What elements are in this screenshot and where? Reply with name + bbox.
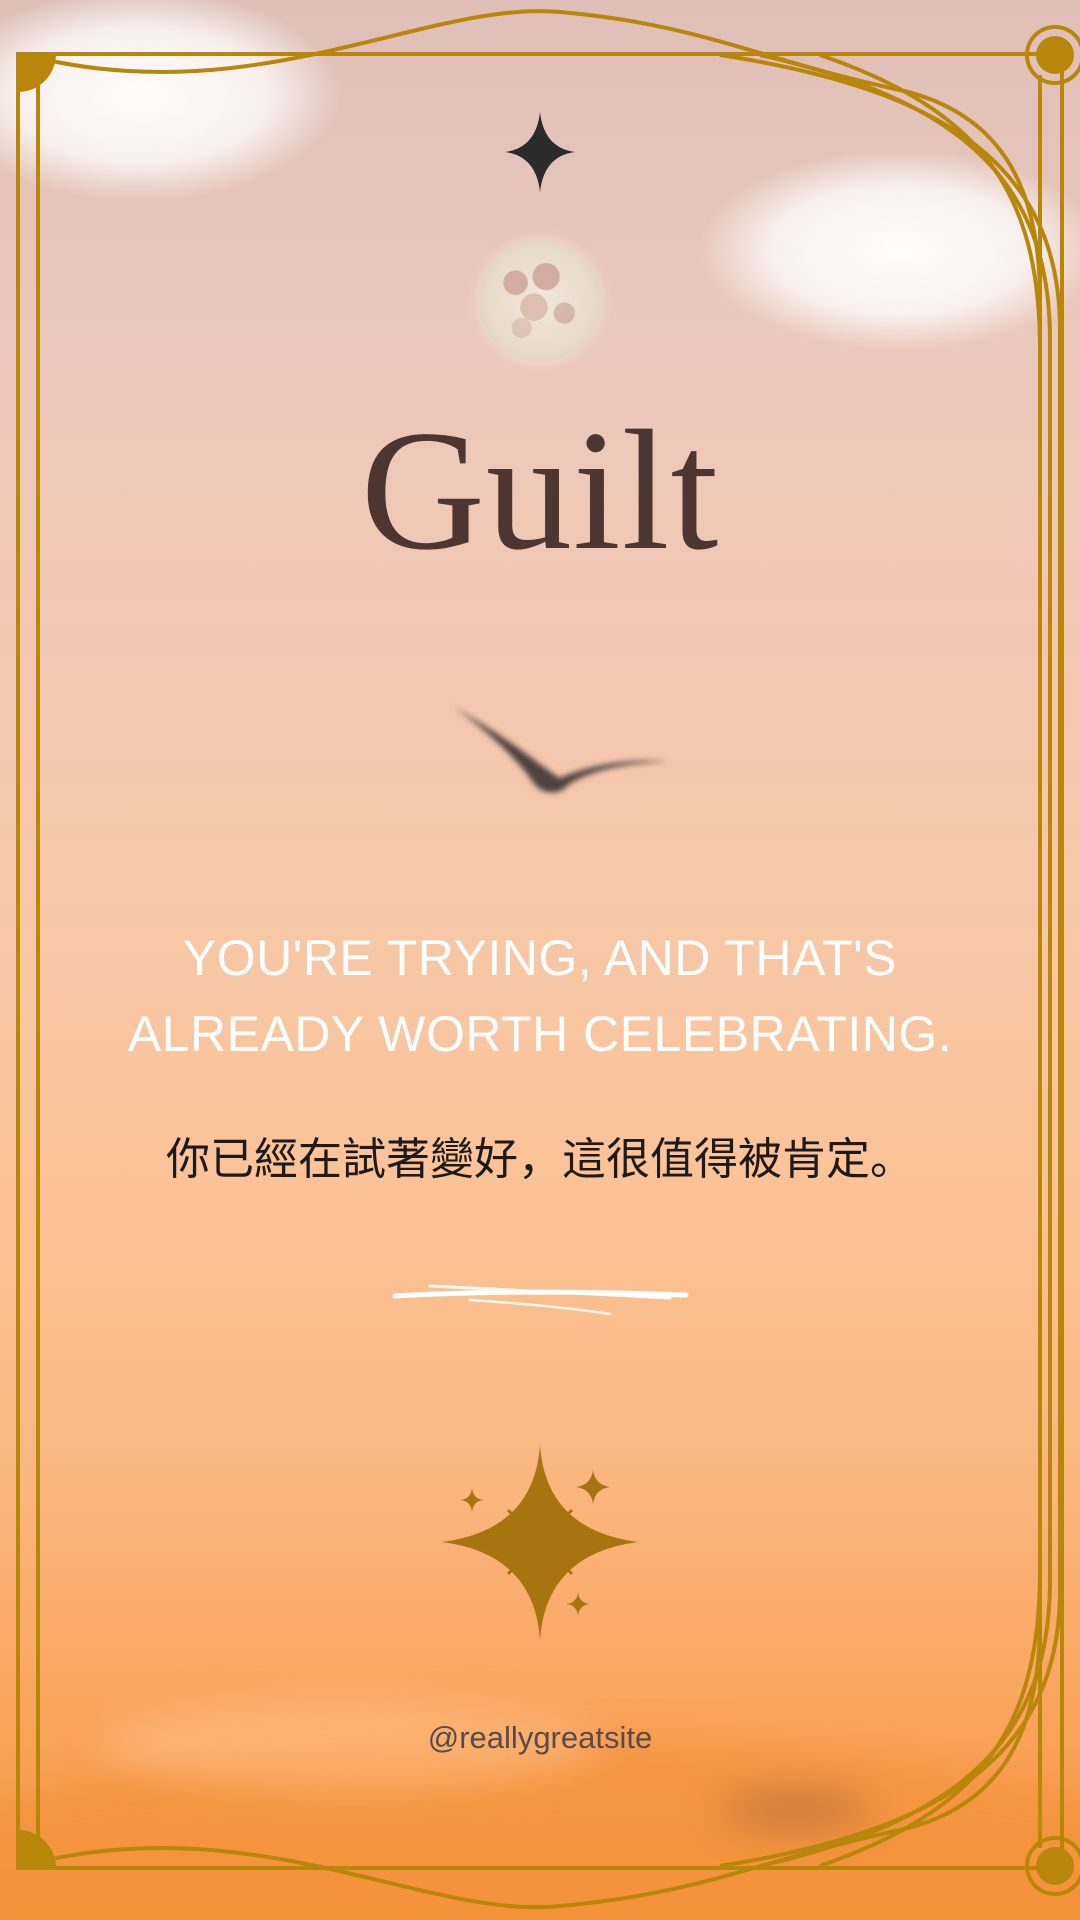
quote-line-2: ALREADY WORTH CELEBRATING.	[127, 1006, 953, 1062]
frame-corner-dot-bottom-right	[1036, 1847, 1074, 1885]
chinese-translation: 你已經在試著變好，這很值得被肯定。	[166, 1134, 914, 1185]
frame-arc-2	[759, 53, 1052, 1868]
haze-dark-cloud	[720, 1790, 870, 1830]
frame-corner-dot-top-right	[1036, 36, 1074, 74]
quote-line-1: YOU'RE TRYING, AND THAT'S	[182, 930, 898, 986]
frame-top-wave	[37, 9, 1042, 301]
frame-corner-ring-top	[1025, 25, 1080, 85]
cloud-top-left	[0, 0, 340, 200]
frame-corner-quarter-bottom-left	[18, 1830, 56, 1868]
website-handle: @reallygreatsite	[427, 1720, 653, 1755]
page-title: Guilt	[360, 396, 720, 586]
frame-corner-ring-bottom	[1025, 1836, 1080, 1896]
haze-bottom-light	[100, 1700, 600, 1790]
frame-corner-quarter-top-left	[18, 54, 56, 92]
full-moon-image	[479, 240, 601, 362]
quote-text: YOU'RE TRYING, AND THAT'S ALREADY WORTH …	[90, 920, 990, 1072]
frame-arc-3	[819, 53, 1042, 1868]
frame-bottom-wave	[37, 1619, 1042, 1910]
